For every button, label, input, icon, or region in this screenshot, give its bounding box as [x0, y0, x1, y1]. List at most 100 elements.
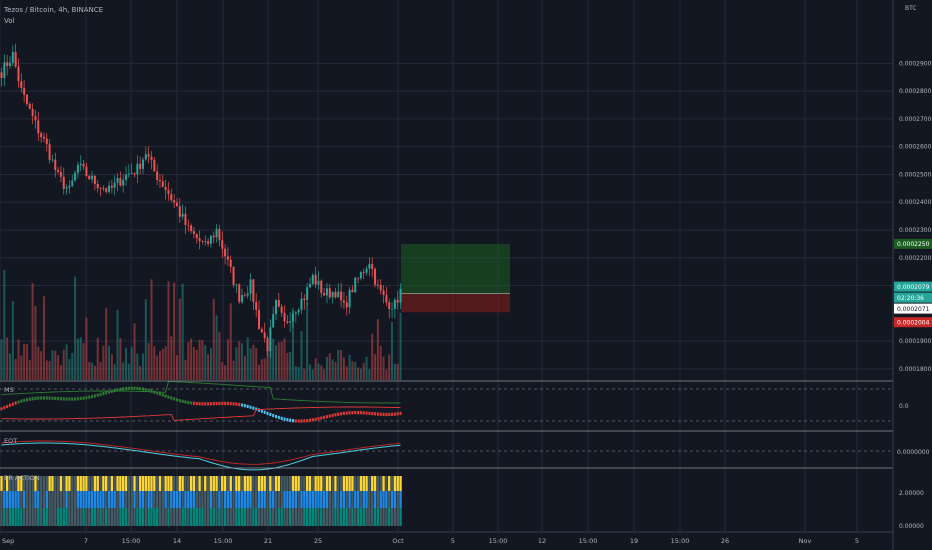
br-cell — [206, 476, 210, 491]
br-cell — [221, 508, 224, 526]
candle-body — [266, 338, 269, 352]
br-cell — [322, 491, 326, 508]
candle-body — [342, 300, 345, 303]
candle-body — [229, 259, 232, 267]
br-cell — [297, 508, 300, 526]
ms-bar — [79, 396, 82, 401]
br-cell — [396, 508, 399, 526]
br-cell — [65, 476, 68, 491]
volume-bar — [334, 362, 337, 380]
candle-body — [334, 291, 337, 298]
br-cell — [388, 476, 391, 491]
ms-bar — [14, 401, 17, 405]
volume-bar — [59, 365, 62, 380]
time-tick-label: 12 — [538, 537, 546, 545]
br-cell — [223, 491, 227, 508]
ms-bar — [59, 397, 62, 401]
volume-bar — [17, 339, 20, 380]
br-cell — [99, 508, 102, 526]
volume-bar — [277, 342, 280, 380]
br-cell — [317, 508, 320, 526]
ms-bar — [20, 399, 23, 403]
br-cell — [209, 491, 213, 508]
ms-bar — [37, 396, 40, 400]
br-cell — [65, 508, 68, 526]
br-cell — [158, 491, 162, 508]
candle-body — [17, 66, 20, 82]
ms-bar — [48, 396, 51, 400]
br-cell — [73, 476, 77, 491]
target-price-tag: 0.0002250 — [897, 241, 930, 248]
br-cell — [337, 508, 340, 526]
volume-bar — [108, 345, 111, 380]
br-cell — [334, 491, 337, 508]
br-cell — [76, 508, 80, 526]
br-cell — [105, 508, 108, 526]
volume-bar — [96, 337, 99, 380]
candle-body — [76, 165, 79, 173]
br-cell — [311, 491, 314, 508]
br-cell — [297, 476, 300, 491]
time-tick-label: 15:00 — [489, 537, 508, 545]
br-cell — [25, 491, 29, 508]
price-tick-label: 0.0002300 — [899, 227, 932, 234]
br-cell — [229, 476, 232, 491]
candle-body — [204, 241, 207, 242]
br-cell — [105, 476, 108, 491]
ms-bar — [125, 386, 128, 391]
br-cell — [187, 491, 190, 508]
price-axis[interactable]: 0.00029000.00028000.00027000.00026000.00… — [892, 0, 932, 550]
br-cell — [359, 508, 363, 526]
br-cell — [362, 476, 365, 491]
volume-bar — [119, 338, 122, 380]
br-cell — [354, 508, 357, 526]
candle-body — [170, 194, 173, 201]
volume-bar — [323, 369, 326, 380]
ms-bar — [122, 387, 125, 391]
ms-bar — [99, 392, 102, 397]
br-cell — [337, 476, 340, 491]
br-cell — [382, 476, 385, 491]
br-cell — [54, 491, 57, 508]
candle-body — [345, 302, 348, 308]
br-cell — [365, 491, 368, 508]
candle-body — [235, 284, 238, 286]
volume-bar — [164, 346, 167, 380]
volume-bar — [93, 365, 96, 380]
br-cell — [45, 476, 48, 491]
candle-body — [218, 228, 221, 241]
candle-body — [246, 293, 249, 296]
candle-body — [187, 224, 190, 226]
br-cell — [79, 491, 82, 508]
volume-bar — [161, 348, 164, 380]
time-axis[interactable]: Sep 7 15:00 14 15:00 21 25 Oct 5 15:00 12 15:00 19 15… — [0, 531, 893, 545]
price-tick-label: 0.0001900 — [899, 338, 932, 345]
eot-axis-label: 0.0000000 — [897, 449, 930, 456]
br-cell — [266, 508, 269, 526]
br-cell — [311, 508, 314, 526]
chart-title: Tezos / Bitcoin, 4h, BINANCE — [4, 6, 104, 14]
br-cell — [178, 508, 181, 526]
volume-bar — [198, 339, 201, 380]
br-cell — [79, 476, 82, 491]
br-cell — [348, 491, 351, 508]
volume-bar — [376, 319, 379, 380]
br-cell — [45, 491, 48, 508]
br-cell — [246, 508, 249, 526]
br-cell — [39, 508, 43, 526]
br-cell — [54, 508, 57, 526]
candle-body — [297, 309, 300, 313]
br-cell — [107, 476, 111, 491]
br-cell — [269, 476, 272, 491]
volume-bar — [337, 349, 340, 380]
br-cell — [277, 476, 281, 491]
br-cell — [17, 491, 20, 508]
position-box[interactable] — [401, 243, 510, 313]
volume-bar — [291, 310, 294, 380]
ms-bar — [6, 404, 9, 409]
volume-bar — [342, 357, 345, 380]
candle-body — [207, 241, 210, 244]
pane-separators[interactable] — [0, 380, 932, 469]
volume-bar — [331, 359, 334, 380]
